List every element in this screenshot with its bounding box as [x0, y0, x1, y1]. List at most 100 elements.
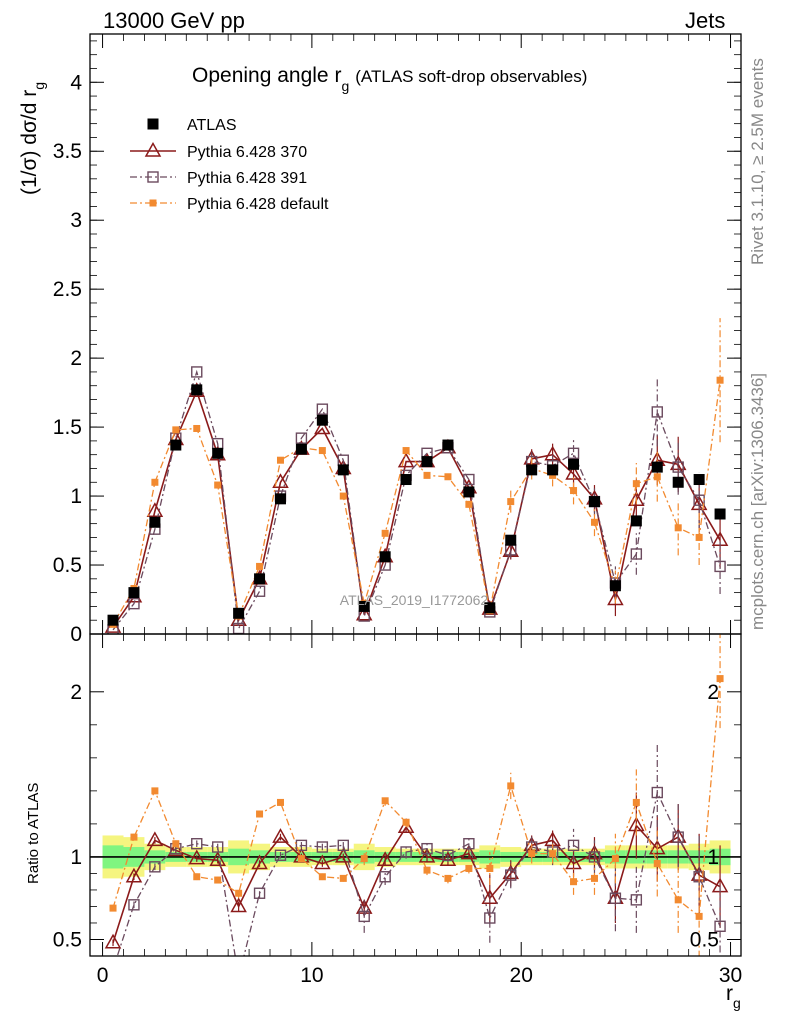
ratio-pdef-point [507, 782, 515, 790]
main-atlas-point [693, 474, 705, 486]
ratio-xtick-label: 0 [97, 964, 109, 987]
ratio-ytick-label-right: 1 [707, 846, 719, 869]
main-p391-point [651, 406, 663, 418]
legend-label-p370: Pythia 6.428 370 [187, 144, 307, 161]
ratio-pdef-point [590, 874, 598, 882]
ratio-pdef-point [256, 810, 264, 818]
main-pdef-point [695, 533, 703, 541]
main-atlas-point [233, 607, 245, 619]
ratio-p370-point [648, 839, 666, 855]
ratio-pdef-point [716, 675, 724, 683]
legend-label-p391: Pythia 6.428 391 [187, 170, 307, 187]
ratio-p370-point [314, 854, 331, 870]
main-atlas-point [128, 587, 140, 599]
ratio-xlabel: rg [726, 982, 741, 1011]
main-pdef-point [402, 447, 410, 455]
main-pdef-point [214, 481, 222, 489]
ratio-pdef-point [653, 860, 661, 868]
main-p391-point [630, 548, 643, 560]
main-pdef-point [151, 478, 159, 486]
ratio-p391-point [609, 892, 622, 904]
main-p391-point [253, 585, 266, 597]
ratio-ytick-label-left: 2 [70, 681, 82, 704]
main-atlas-point [400, 474, 412, 486]
ratio-pdef-point [402, 818, 410, 826]
ratio-p391-point [567, 839, 580, 852]
main-pdef-point [339, 492, 347, 500]
main-pdef-point [632, 480, 640, 488]
legend-marker-pdef [149, 199, 157, 207]
ratio-p370-point [125, 867, 143, 883]
ratio-pdef-point [695, 912, 703, 920]
main-pdef-point [507, 498, 515, 506]
main-atlas-point [254, 573, 266, 585]
ratio-pdef-point [130, 833, 138, 841]
ratio-pdef-line [112, 678, 721, 918]
main-atlas-point [505, 534, 517, 546]
main-atlas-point [421, 456, 433, 468]
ratio-p391-point [253, 887, 266, 899]
main-atlas-point [547, 464, 559, 476]
ratio-plot-area [90, 634, 741, 982]
ratio-p391-point [484, 912, 496, 924]
main-plot-area [104, 318, 729, 634]
main-ytick-label: 2 [70, 347, 82, 370]
ratio-p370-point [481, 889, 499, 904]
ratio-pdef-point [381, 797, 389, 805]
ratio-p391-point [149, 861, 161, 873]
main-pdef-point [716, 376, 724, 384]
ratio-p391-point [191, 838, 203, 850]
ratio-p391-point [505, 869, 517, 881]
ratio-p391-point [211, 841, 224, 853]
main-ylabel: (1/σ) dσ/d rg [18, 82, 47, 195]
ratio-pdef-point [318, 873, 326, 881]
main-p391-point [463, 473, 475, 486]
main-atlas-point [526, 464, 538, 476]
main-atlas-point [588, 496, 600, 508]
main-p391-point [191, 366, 203, 378]
main-p391-point [672, 461, 684, 473]
ratio-p391-point [358, 910, 370, 923]
main-p391-point [316, 403, 329, 415]
ratio-pdef-point [465, 864, 473, 872]
watermark-label: ATLAS_2019_I1772062 [340, 592, 489, 608]
ratio-p370-point [104, 933, 122, 949]
main-atlas-point [191, 384, 203, 396]
main-p370-point [397, 452, 415, 468]
ratio-pdef-point [360, 855, 368, 863]
ratio-pdef-point [674, 896, 682, 904]
main-pdef-point [193, 424, 201, 432]
main-ylabel-text: (1/σ) dσ/d r [18, 90, 41, 195]
main-atlas-point [672, 476, 684, 488]
ratio-p391-point [234, 972, 244, 982]
ratio-ytick-label-left: 1 [70, 846, 82, 869]
ratio-pdef-point [297, 855, 305, 863]
main-atlas-point [463, 486, 475, 498]
main-pdef-point [172, 426, 180, 434]
main-pdef-point [674, 524, 682, 532]
main-ytick-label: 2.5 [53, 278, 82, 301]
legend: ATLAS Pythia 6.428 370 Pythia 6.428 391 Pyt… [130, 117, 329, 213]
ratio-pdef-point [549, 850, 557, 858]
main-atlas-point [484, 602, 496, 614]
legend-marker-p391 [147, 171, 159, 183]
ratio-pdef-point [570, 878, 578, 886]
main-pdef-line [112, 380, 721, 625]
main-atlas-point [442, 439, 454, 451]
main-p370-point [355, 605, 373, 621]
ratio-p391-point [672, 831, 684, 843]
main-ylabel-sub: g [31, 82, 47, 90]
main-atlas-point [274, 493, 286, 505]
main-pdef-point [465, 500, 473, 508]
chart-title-sub: g [341, 78, 349, 94]
main-atlas-point [149, 516, 161, 528]
main-p370-point [607, 590, 624, 606]
ratio-p391-point [421, 842, 433, 855]
ratio-pdef-point [151, 787, 159, 795]
main-pdef-point [590, 518, 598, 526]
main-pdef-point [653, 473, 661, 481]
main-atlas-point [358, 600, 370, 612]
main-p391-point [567, 447, 580, 460]
